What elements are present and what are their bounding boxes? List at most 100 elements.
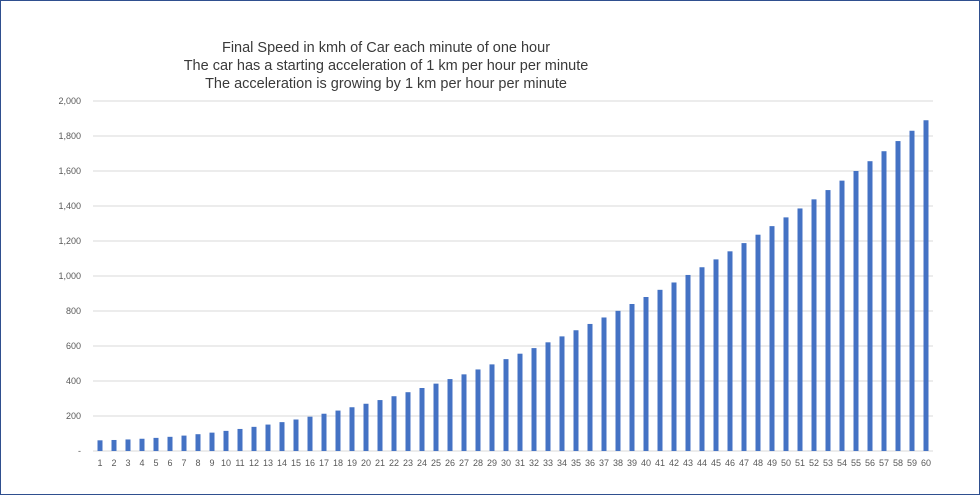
bar-minute-1 — [97, 440, 103, 451]
x-tick-label: 11 — [235, 458, 244, 468]
x-tick-label: 40 — [641, 458, 651, 468]
bar-minute-41 — [657, 289, 663, 451]
bar-minute-48 — [755, 234, 761, 451]
x-tick-label: 21 — [375, 458, 385, 468]
y-tick-label: 800 — [66, 306, 81, 316]
x-tick-label: 49 — [767, 458, 777, 468]
bar-minute-45 — [713, 259, 719, 452]
x-tick-label: 6 — [167, 458, 172, 468]
y-tick-label: 2,000 — [58, 96, 81, 106]
x-tick-label: 17 — [319, 458, 329, 468]
bar-minute-39 — [629, 304, 635, 451]
bar-minute-30 — [503, 359, 509, 452]
bar-minute-25 — [433, 383, 439, 452]
bar-minute-60 — [923, 120, 929, 451]
y-tick-label: 1,600 — [58, 166, 81, 176]
x-tick-label: 14 — [277, 458, 287, 468]
bar-minute-38 — [615, 310, 621, 451]
y-tick-label: 600 — [66, 341, 81, 351]
bar-minute-16 — [307, 416, 313, 451]
bar-minute-32 — [531, 348, 537, 451]
x-tick-label: 24 — [417, 458, 427, 468]
bar-minute-4 — [139, 438, 145, 451]
x-tick-label: 53 — [823, 458, 833, 468]
bar-minute-43 — [685, 274, 691, 451]
x-tick-label: 48 — [753, 458, 763, 468]
bar-minute-3 — [125, 439, 131, 451]
bar-minute-34 — [559, 336, 565, 452]
bar-minute-47 — [741, 243, 747, 451]
x-tick-label: 28 — [473, 458, 483, 468]
chart-title-line-1: Final Speed in kmh of Car each minute of… — [221, 40, 551, 56]
x-tick-label: 51 — [795, 458, 805, 468]
x-tick-label: 2 — [111, 458, 116, 468]
x-tick-label: 4 — [139, 458, 144, 468]
bar-minute-36 — [587, 323, 593, 451]
bar-minute-55 — [853, 171, 859, 451]
bar-minute-53 — [825, 190, 831, 451]
x-tick-label: 44 — [697, 458, 707, 468]
x-tick-label: 12 — [249, 458, 259, 468]
bar-minute-42 — [671, 282, 677, 451]
bar-minute-57 — [881, 151, 887, 451]
x-tick-label: 46 — [725, 458, 735, 468]
y-tick-label: - — [78, 446, 81, 456]
bar-minute-26 — [447, 379, 453, 451]
bar-minute-13 — [265, 424, 271, 451]
bar-minute-49 — [769, 226, 775, 452]
bar-minute-12 — [251, 426, 257, 451]
x-tick-label: 3 — [125, 458, 130, 468]
x-tick-label: 55 — [851, 458, 861, 468]
x-tick-label: 26 — [445, 458, 455, 468]
bar-minute-56 — [867, 161, 873, 451]
chart-title: Final Speed in kmh of Car each minute of… — [96, 39, 676, 93]
bar-minute-14 — [279, 422, 285, 452]
x-tick-label: 15 — [291, 458, 301, 468]
bar-minute-20 — [363, 403, 369, 451]
y-tick-label: 200 — [66, 411, 81, 421]
x-tick-label: 52 — [809, 458, 819, 468]
x-tick-label: 7 — [181, 458, 186, 468]
bar-minute-9 — [209, 432, 215, 452]
x-tick-label: 22 — [389, 458, 399, 468]
x-tick-label: 57 — [879, 458, 889, 468]
x-tick-label: 20 — [361, 458, 371, 468]
bar-minute-21 — [377, 400, 383, 451]
x-tick-label: 25 — [431, 458, 441, 468]
bar-minute-37 — [601, 317, 607, 451]
x-tick-label: 58 — [893, 458, 903, 468]
x-tick-label: 37 — [599, 458, 609, 468]
bar-minute-40 — [643, 297, 649, 451]
x-tick-label: 54 — [837, 458, 847, 468]
x-tick-label: 30 — [501, 458, 511, 468]
bar-minute-22 — [391, 396, 397, 451]
x-tick-label: 60 — [921, 458, 931, 468]
x-tick-label: 1 — [97, 458, 102, 468]
x-tick-label: 41 — [655, 458, 665, 468]
chart-title-line-2: The car has a starting acceleration of 1… — [183, 58, 589, 74]
x-tick-label: 38 — [613, 458, 623, 468]
x-tick-label: 10 — [221, 458, 231, 468]
x-tick-label: 16 — [305, 458, 315, 468]
bar-minute-17 — [321, 413, 327, 451]
x-tick-label: 34 — [557, 458, 567, 468]
x-tick-label: 19 — [347, 458, 357, 468]
x-tick-label: 45 — [711, 458, 721, 468]
x-tick-label: 29 — [487, 458, 497, 468]
bar-minute-27 — [461, 374, 467, 451]
y-tick-label: 400 — [66, 376, 81, 386]
x-tick-label: 35 — [571, 458, 581, 468]
bar-minute-19 — [349, 407, 355, 451]
bar-minute-2 — [111, 439, 117, 451]
chart-title-line-3: The acceleration is growing by 1 km per … — [205, 76, 567, 92]
bar-minute-59 — [909, 130, 915, 451]
bar-minute-23 — [405, 392, 411, 451]
bar-minute-33 — [545, 342, 551, 451]
bar-minute-18 — [335, 410, 341, 451]
bar-minute-35 — [573, 330, 579, 451]
x-tick-label: 31 — [515, 458, 525, 468]
bar-minute-7 — [181, 435, 187, 451]
x-tick-label: 42 — [669, 458, 679, 468]
x-tick-label: 36 — [585, 458, 595, 468]
bar-minute-54 — [839, 180, 845, 452]
